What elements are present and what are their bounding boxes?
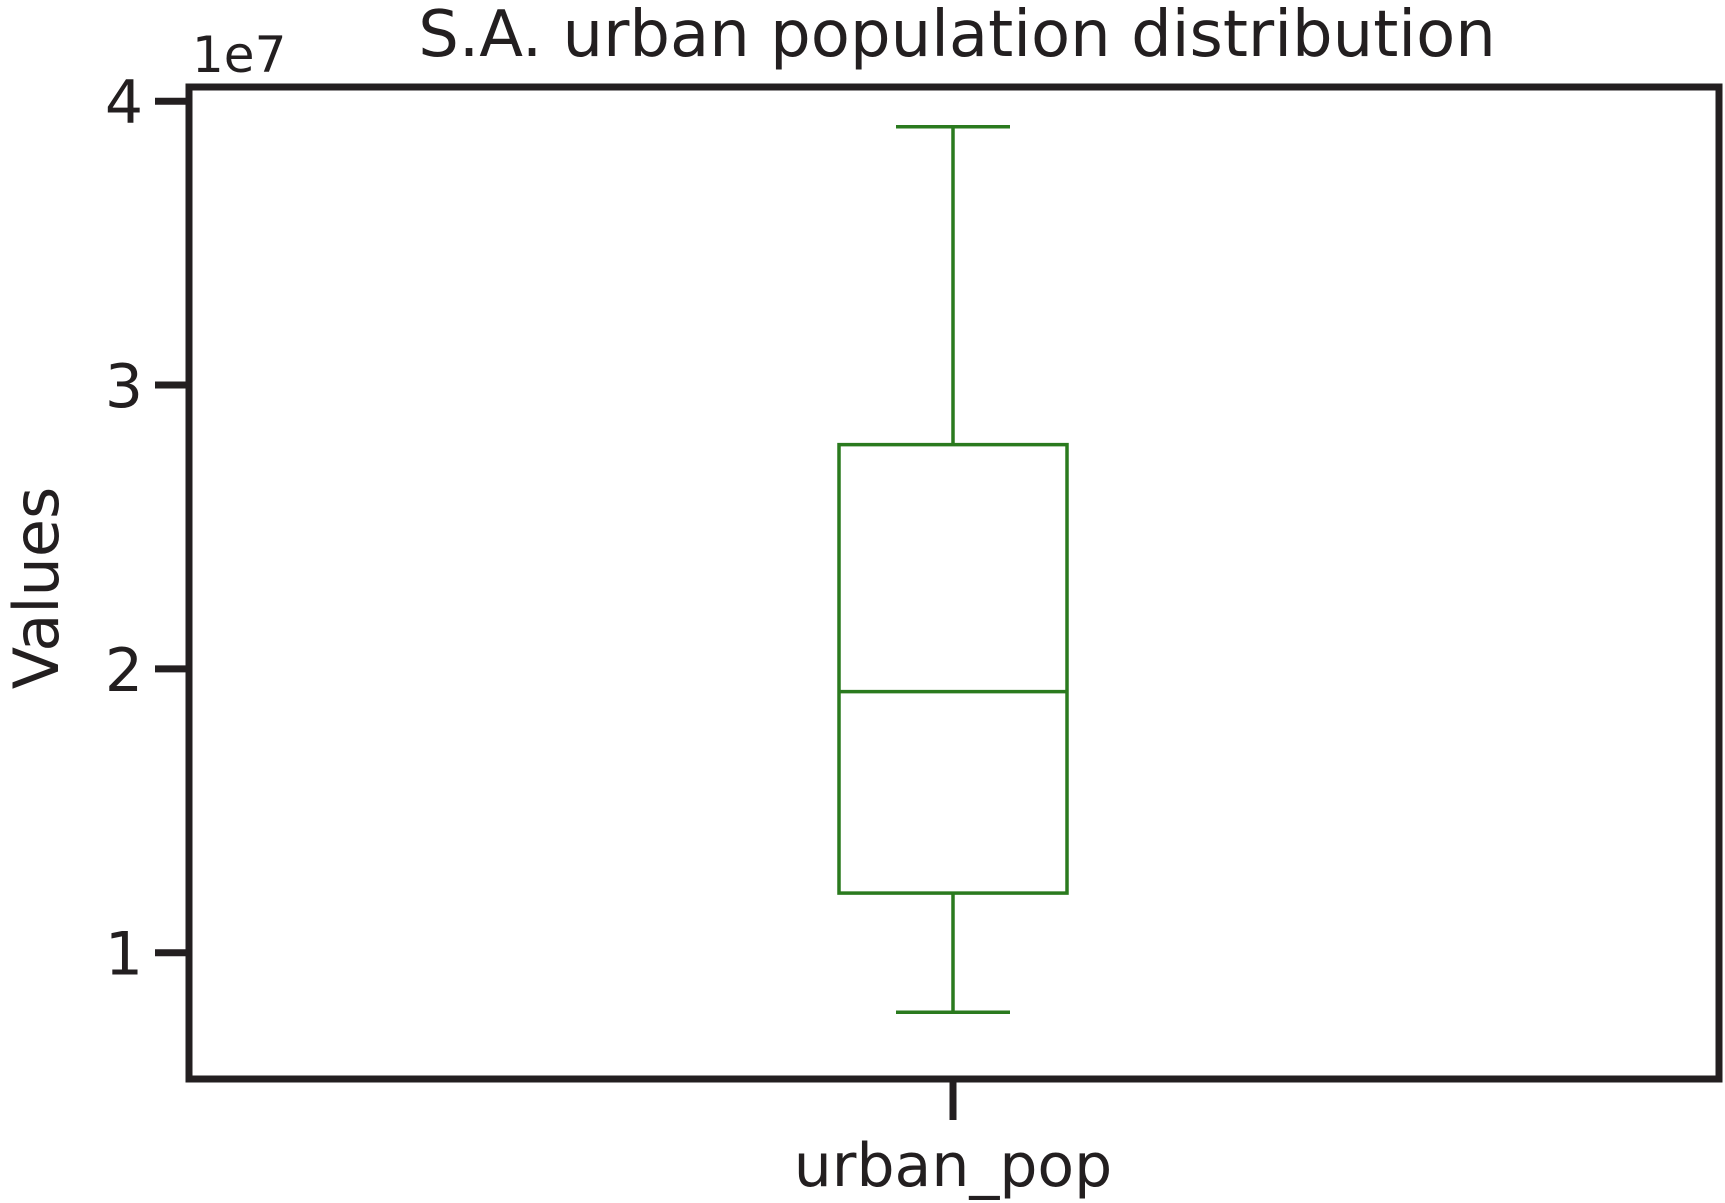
y-axis-label: Values <box>0 487 73 690</box>
y-tick-label: 4 <box>105 68 143 138</box>
x-tick-label: urban_pop <box>794 1131 1112 1201</box>
box-series <box>837 124 1069 1015</box>
interquartile-box <box>837 442 1069 895</box>
y-offset-label: 1e7 <box>192 26 286 84</box>
y-axis: 1 2 3 4 <box>105 68 189 990</box>
box-urban_pop <box>837 124 1069 1015</box>
y-tick-label: 3 <box>105 352 143 422</box>
x-axis: urban_pop <box>794 1079 1112 1201</box>
chart-title: S.A. urban population distribution <box>418 0 1496 72</box>
y-tick-label: 1 <box>105 920 143 990</box>
y-tick-label: 2 <box>105 636 143 706</box>
